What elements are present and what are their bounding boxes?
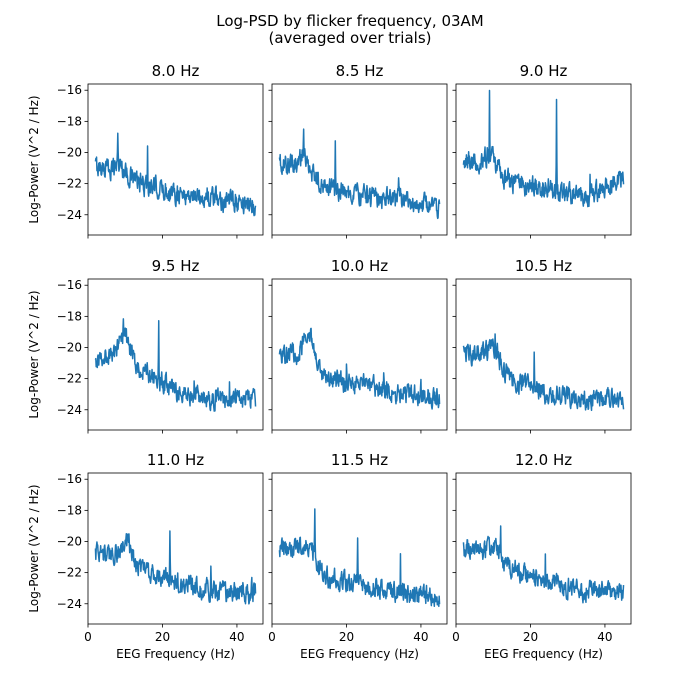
panel: 11.0 Hz −16 −18 −20 −22 −24 0 20 40 EEG Frequency… [27,451,264,661]
panel-frame [455,472,632,625]
psd-trace [94,318,257,412]
figure-title: Log-PSD by flicker frequency, 03AM [216,12,484,30]
y-axis-label: Log-Power (V^2 / Hz) [27,95,41,223]
panel-frame [271,278,448,431]
panel: 12.0 Hz 0 20 40 EEG Frequency (Hz) [452,451,632,661]
y-tick-label: −20 [57,534,82,548]
panel: 9.0 Hz [452,62,632,239]
x-tick-label: 20 [523,630,538,644]
x-axis-label: EEG Frequency (Hz) [484,647,603,661]
panel-title: 9.5 Hz [152,257,200,275]
y-tick-label: −22 [57,177,82,191]
psd-trace [462,333,625,412]
x-tick-label: 20 [155,630,170,644]
panel-title: 11.5 Hz [331,451,388,469]
panel-frame [455,83,632,236]
psd-trace [278,508,441,608]
x-tick-label: 0 [268,630,276,644]
y-tick-label: −24 [57,208,82,222]
figure-subtitle: (averaged over trials) [268,29,431,47]
panel: 8.5 Hz [268,62,448,239]
x-tick-label: 40 [229,630,244,644]
panel-frame [271,83,448,236]
x-tick-label: 0 [84,630,92,644]
panel: 8.0 Hz −16 −18 −20 −22 −24 Log-Power (V^2 / Hz… [27,62,264,239]
y-tick-label: −22 [57,372,82,386]
panel-title: 12.0 Hz [515,451,572,469]
y-tick-label: −20 [57,145,82,159]
psd-trace [462,525,625,604]
y-tick-label: −16 [57,278,82,292]
psd-trace [94,132,257,217]
y-tick-label: −24 [57,403,82,417]
y-tick-label: −22 [57,566,82,580]
x-tick-label: 0 [452,630,460,644]
psd-trace [278,128,441,220]
psd-trace [462,89,625,208]
y-tick-label: −18 [57,503,82,517]
panel-title: 8.0 Hz [152,62,200,80]
panel-grid: 8.0 Hz −16 −18 −20 −22 −24 Log-Power (V^2 / Hz… [27,62,632,661]
x-tick-label: 40 [413,630,428,644]
psd-trace [94,530,257,605]
y-tick-label: −20 [57,340,82,354]
y-tick-label: −16 [57,472,82,486]
panel: 11.5 Hz 0 20 40 EEG Frequency (Hz) [268,451,448,661]
panel: 10.0 Hz [268,257,448,434]
panel-frame [271,472,448,625]
x-tick-label: 40 [597,630,612,644]
panel-title: 9.0 Hz [520,62,568,80]
x-tick-label: 20 [339,630,354,644]
y-axis-label: Log-Power (V^2 / Hz) [27,484,41,612]
panel-title: 10.5 Hz [515,257,572,275]
y-tick-label: −18 [57,114,82,128]
x-axis-label: EEG Frequency (Hz) [300,647,419,661]
psd-trace [278,327,441,410]
panel-frame [87,472,264,625]
panel-frame [87,278,264,431]
y-tick-label: −16 [57,83,82,97]
panel-title: 8.5 Hz [336,62,384,80]
panel: 9.5 Hz −16 −18 −20 −22 −24 Log-Power (V^2 / Hz… [27,257,264,434]
panel-frame [455,278,632,431]
y-tick-label: −24 [57,597,82,611]
panel-title: 10.0 Hz [331,257,388,275]
x-axis-label: EEG Frequency (Hz) [116,647,235,661]
y-tick-label: −18 [57,309,82,323]
panel-frame [87,83,264,236]
y-axis-label: Log-Power (V^2 / Hz) [27,290,41,418]
panel-title: 11.0 Hz [147,451,204,469]
panel: 10.5 Hz [452,257,632,434]
